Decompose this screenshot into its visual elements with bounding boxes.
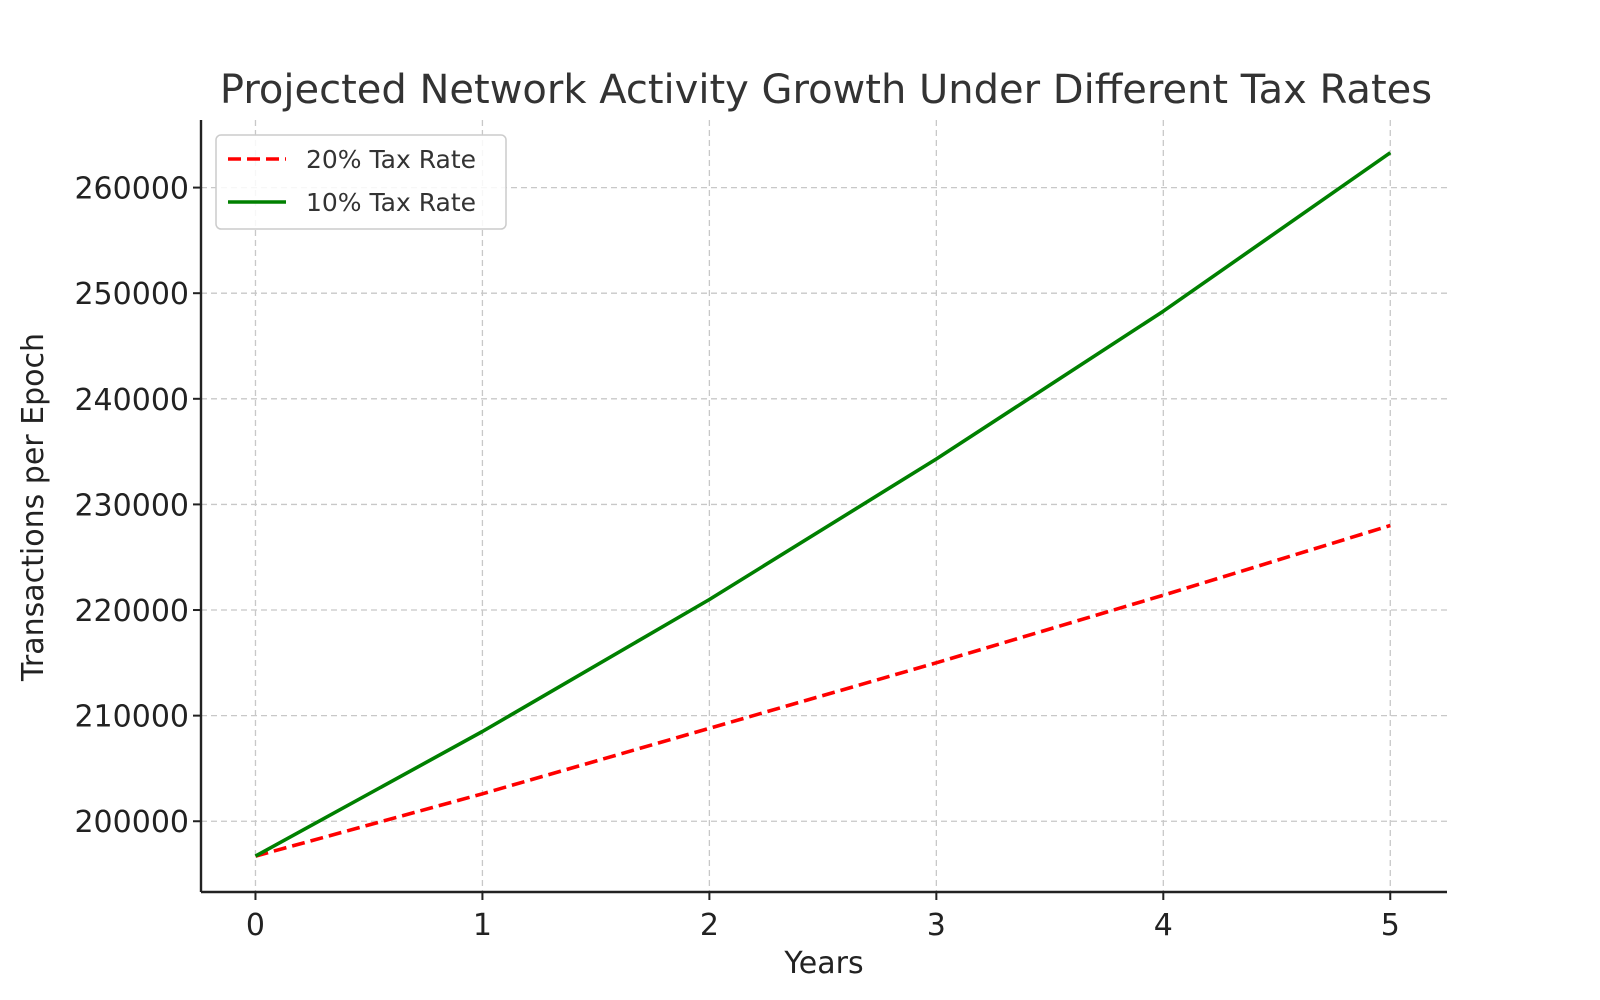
x-tick-label: 4 xyxy=(1154,908,1173,943)
y-tick-label: 200000 xyxy=(74,805,189,840)
x-axis-label: Years xyxy=(783,946,863,981)
y-tick-label: 240000 xyxy=(74,383,189,418)
y-tick-label: 210000 xyxy=(74,700,189,735)
y-axis-label: Transactions per Epoch xyxy=(16,333,51,682)
legend-label: 20% Tax Rate xyxy=(306,145,476,174)
y-tick-label: 220000 xyxy=(74,594,189,629)
legend-box xyxy=(215,134,507,230)
x-tick-label: 3 xyxy=(927,908,946,943)
grid xyxy=(201,120,1447,892)
x-tick-label: 5 xyxy=(1381,908,1400,943)
legend-label: 10% Tax Rate xyxy=(306,188,476,217)
x-tick-label: 1 xyxy=(473,908,492,943)
y-tick-label: 260000 xyxy=(74,172,189,207)
y-tick-label: 230000 xyxy=(74,488,189,523)
y-ticks: 200000 210000 220000 230000 240000 250000 2600… xyxy=(74,172,201,840)
series-line-2 xyxy=(254,151,1392,858)
x-tick-label: 0 xyxy=(246,908,265,943)
chart-title: Projected Network Activity Growth Under … xyxy=(220,67,1432,113)
axes xyxy=(199,120,1447,894)
legend: 20% Tax Rate 10% Tax Rate xyxy=(215,134,507,230)
series-line-1 xyxy=(255,523,1391,858)
x-ticks: 0 1 2 3 4 5 xyxy=(246,892,1400,943)
y-tick-label: 250000 xyxy=(74,277,189,312)
x-tick-label: 2 xyxy=(700,908,719,943)
series-layer xyxy=(254,151,1392,858)
